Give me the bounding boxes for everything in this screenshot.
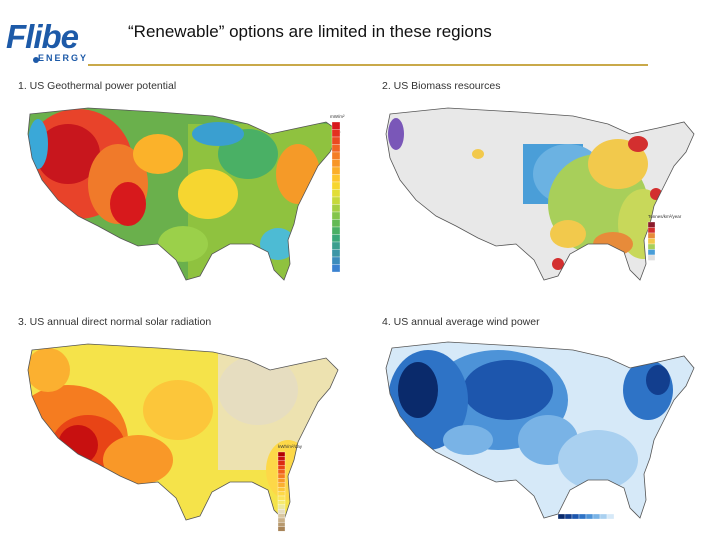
legend-swatch <box>277 473 286 479</box>
panel-label-biomass: 2. US Biomass resources <box>382 80 501 92</box>
legend-swatch <box>571 513 580 520</box>
geothermal-legend <box>331 121 341 273</box>
panel-biomass: 2. US Biomass resources Tonnes/km²/year <box>368 80 712 295</box>
wind-legend <box>557 513 615 520</box>
legend-swatch <box>277 500 286 505</box>
legend-swatch <box>277 482 286 488</box>
legend-swatch <box>331 151 341 160</box>
legend-swatch <box>277 517 286 523</box>
legend-swatch <box>331 219 341 228</box>
legend-swatch <box>277 469 286 475</box>
legend-swatch <box>578 513 587 520</box>
legend-swatch <box>331 144 341 153</box>
legend-swatch <box>277 491 286 497</box>
legend-swatch <box>277 495 286 501</box>
panel-label-solar: 3. US annual direct normal solar radiati… <box>18 316 212 328</box>
legend-swatch <box>606 513 615 520</box>
biomass-map: Tonnes/km²/year <box>385 107 695 281</box>
legend-swatch <box>277 487 286 492</box>
legend-swatch <box>277 522 286 527</box>
logo-wordmark: Flibe <box>6 18 79 55</box>
geothermal-map: mW/m² <box>27 107 345 281</box>
slide-title: “Renewable” options are limited in these… <box>128 22 492 41</box>
legend-swatch <box>277 456 286 461</box>
legend-swatch <box>647 249 656 256</box>
legend-swatch <box>592 513 601 520</box>
legend-swatch <box>331 196 341 205</box>
legend-swatch <box>331 189 341 198</box>
geothermal-legend-title: mW/m² <box>330 114 345 119</box>
solar-legend-title: kWh/m²/day <box>278 444 303 449</box>
legend-swatch <box>331 136 341 145</box>
legend-swatch <box>277 465 286 470</box>
legend-swatch <box>277 509 286 514</box>
legend-swatch <box>277 460 286 466</box>
legend-swatch <box>277 478 286 483</box>
panel-wind: 4. US annual average wind power <box>368 316 712 538</box>
logo-subtitle: ENERGY <box>38 53 89 63</box>
legend-swatch <box>331 159 341 168</box>
panel-solar: 3. US annual direct normal solar radiati… <box>8 316 364 538</box>
biomass-legend <box>647 221 656 261</box>
wind-map <box>385 341 695 520</box>
legend-swatch <box>331 241 341 250</box>
legend-swatch <box>647 238 656 245</box>
biomass-legend-title: Tonnes/km²/year <box>648 214 682 219</box>
flibe-energy-logo: Flibe ENERGY <box>4 18 86 68</box>
legend-swatch <box>647 232 656 239</box>
legend-swatch <box>331 204 341 213</box>
legend-swatch <box>331 174 341 183</box>
logo-dot-icon <box>33 57 39 63</box>
legend-swatch <box>331 211 341 220</box>
legend-swatch <box>647 254 656 261</box>
solar-map: kWh/m²/day <box>27 343 339 532</box>
legend-swatch <box>557 513 566 520</box>
legend-swatch <box>331 234 341 243</box>
legend-swatch <box>331 129 341 138</box>
legend-swatch <box>331 264 341 273</box>
legend-swatch <box>331 166 341 175</box>
title-underline <box>88 64 648 66</box>
legend-swatch <box>331 121 341 130</box>
legend-swatch <box>647 243 656 250</box>
legend-swatch <box>277 504 286 510</box>
panel-label-wind: 4. US annual average wind power <box>382 316 540 328</box>
panel-geothermal: 1. US Geothermal power potential mW/m² <box>8 80 364 295</box>
panel-label-geothermal: 1. US Geothermal power potential <box>18 80 177 92</box>
legend-swatch <box>331 256 341 265</box>
legend-swatch <box>647 221 656 228</box>
legend-swatch <box>564 513 573 520</box>
legend-swatch <box>585 513 594 520</box>
legend-swatch <box>331 181 341 190</box>
legend-swatch <box>277 513 286 519</box>
legend-swatch <box>277 451 286 457</box>
legend-swatch <box>331 226 341 235</box>
legend-swatch <box>331 249 341 258</box>
legend-swatch <box>647 227 656 234</box>
legend-swatch <box>277 526 286 532</box>
solar-legend <box>277 451 286 532</box>
legend-swatch <box>599 513 608 520</box>
